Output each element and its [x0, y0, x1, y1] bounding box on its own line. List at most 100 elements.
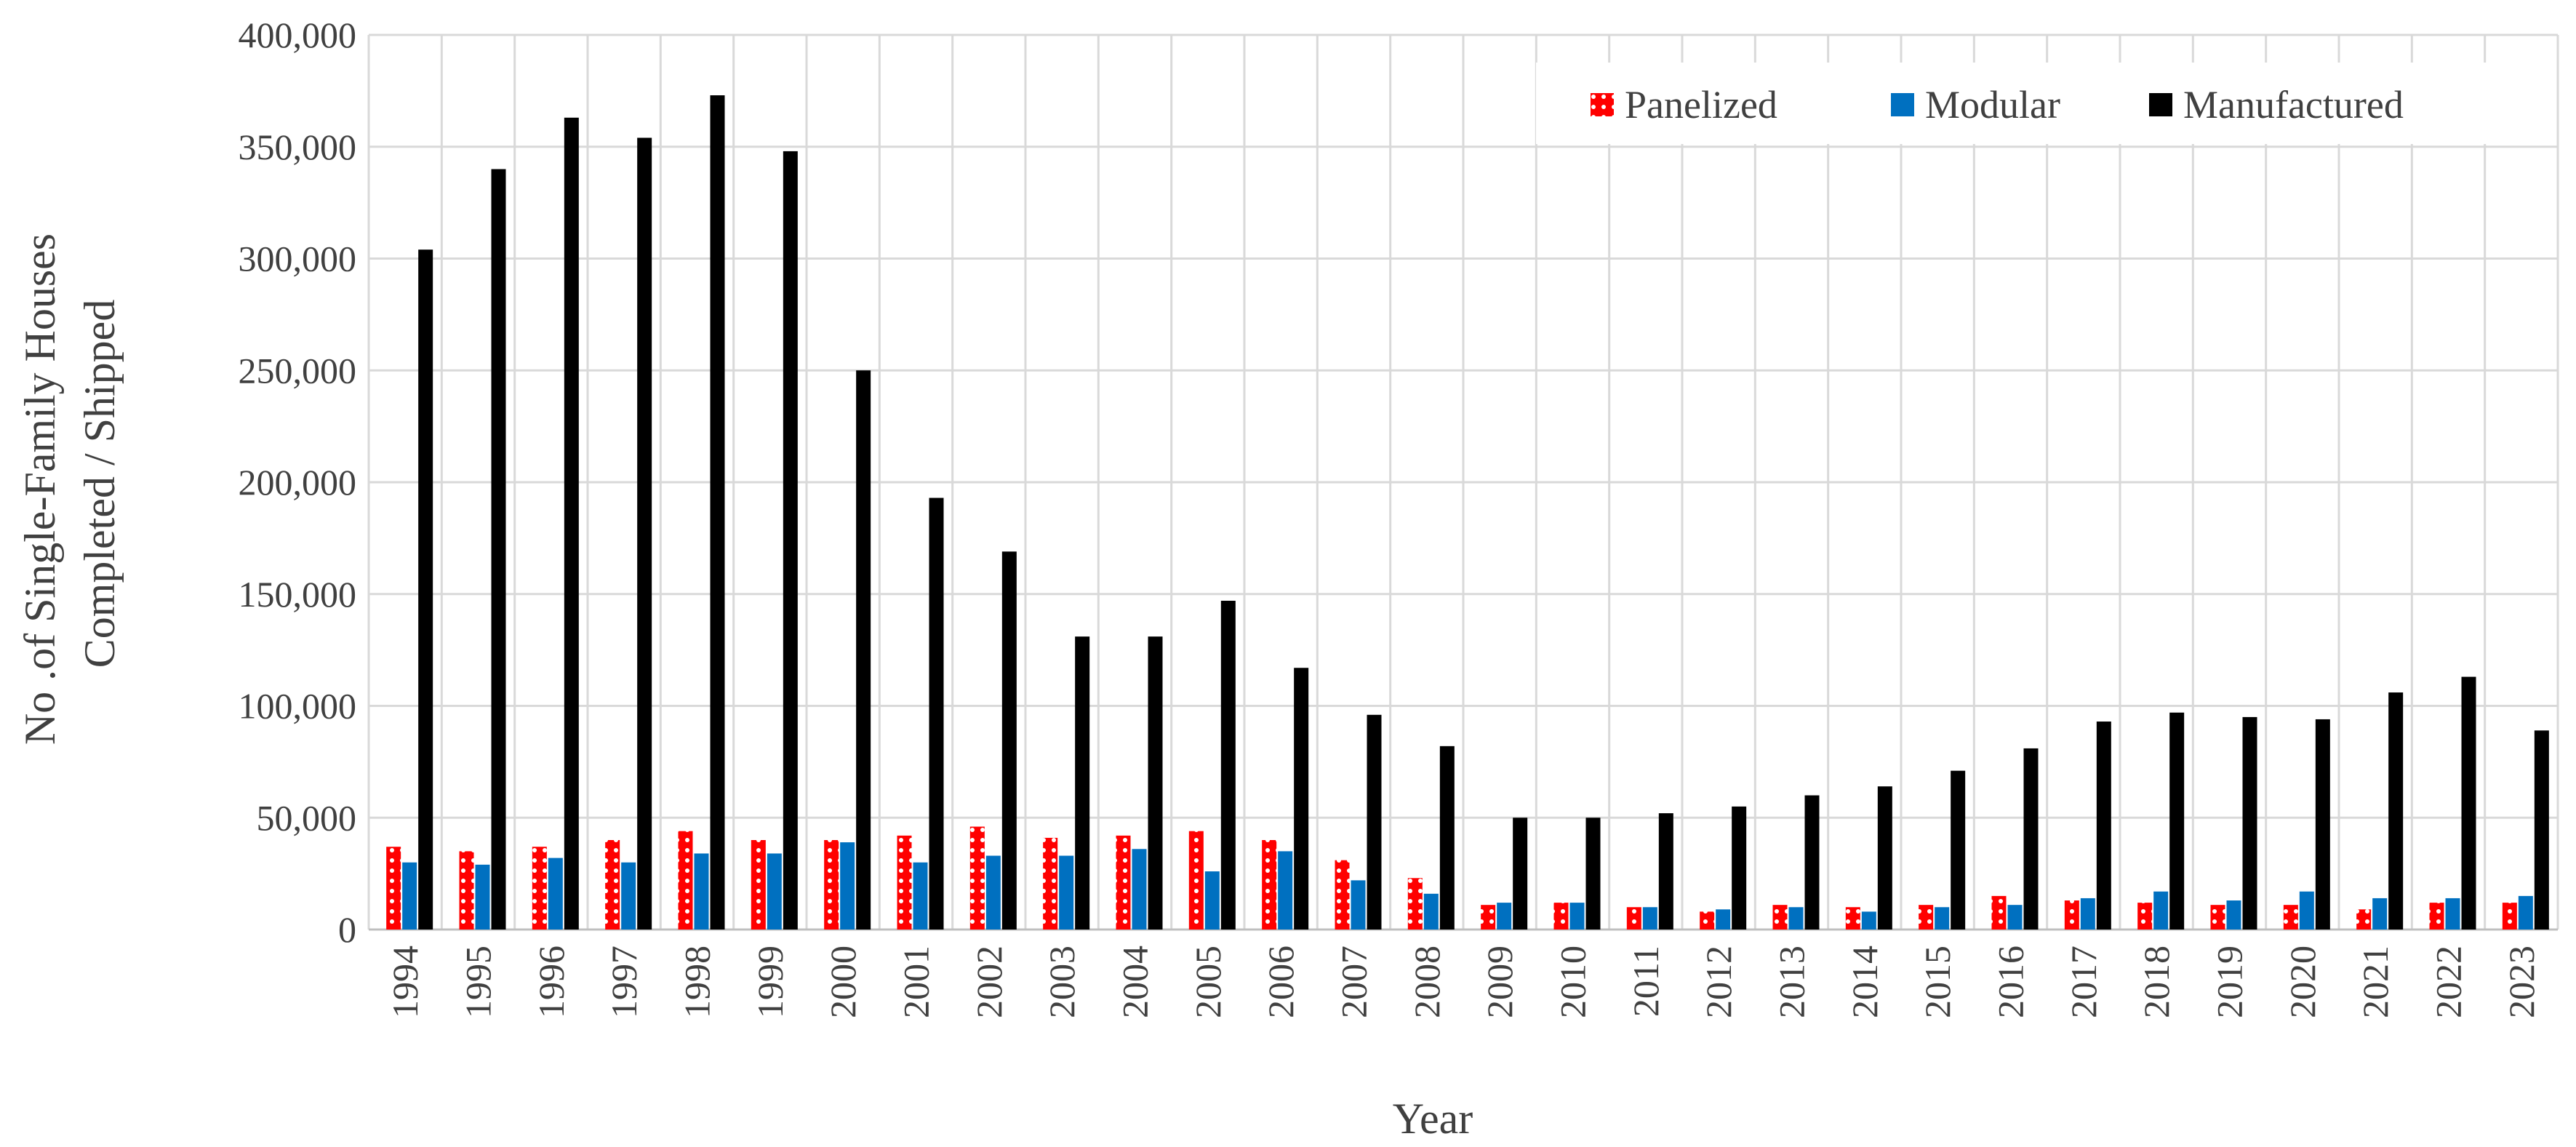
bar-manufactured-1995 — [491, 169, 506, 930]
x-tick-label: 2014 — [1844, 946, 1885, 1018]
x-tick-label: 2012 — [1698, 946, 1739, 1018]
bar-modular-2018 — [2153, 891, 2169, 930]
x-tick-labels: 1994 1995 1996 1997 1998 1999 2000 2001 2002 2003… — [385, 946, 2542, 1018]
bar-modular-2001 — [913, 862, 928, 930]
bar-modular-2006 — [1278, 851, 1293, 930]
x-tick-label: 2010 — [1553, 946, 1593, 1018]
bar-panelized-2014 — [1845, 907, 1860, 930]
bar-manufactured-2012 — [1732, 806, 1747, 930]
bar-manufactured-2020 — [2315, 719, 2330, 930]
x-tick-label: 2001 — [896, 946, 937, 1018]
bar-manufactured-2015 — [1951, 770, 1966, 930]
bar-modular-1999 — [767, 853, 782, 930]
x-tick-label: 1997 — [604, 946, 644, 1018]
y-tick-label: 300,000 — [239, 239, 357, 279]
bar-panelized-1996 — [532, 847, 547, 930]
bar-modular-2021 — [2372, 898, 2388, 930]
legend-swatch-panelized — [1591, 93, 1614, 116]
bar-panelized-2009 — [1481, 905, 1496, 930]
bar-manufactured-2003 — [1075, 636, 1090, 930]
bar-manufactured-2019 — [2242, 716, 2257, 930]
bar-manufactured-1998 — [710, 95, 725, 930]
x-tick-label: 2022 — [2428, 946, 2469, 1018]
bar-panelized-2017 — [2064, 900, 2079, 930]
bar-manufactured-2011 — [1658, 813, 1673, 930]
bar-modular-1994 — [402, 862, 417, 930]
bar-manufactured-2009 — [1513, 818, 1528, 930]
bar-manufactured-1997 — [637, 137, 652, 930]
legend: Panelized Modular Manufactured — [1536, 63, 2518, 144]
x-tick-label: 1999 — [750, 946, 791, 1018]
x-tick-label: 2009 — [1479, 946, 1520, 1018]
y-tick-label: 200,000 — [239, 462, 357, 503]
bar-manufactured-2021 — [2388, 692, 2404, 930]
bar-panelized-1995 — [459, 851, 474, 930]
x-tick-label: 1995 — [458, 946, 499, 1018]
bar-modular-2022 — [2445, 898, 2460, 930]
bar-modular-2007 — [1351, 880, 1366, 930]
x-tick-label: 2013 — [1772, 946, 1812, 1018]
y-tick-label: 50,000 — [257, 797, 357, 838]
x-tick-label: 2003 — [1041, 946, 1082, 1018]
bar-modular-1995 — [475, 864, 490, 930]
bar-panelized-2013 — [1772, 905, 1788, 930]
bar-panelized-2004 — [1116, 835, 1131, 930]
legend-label-panelized: Panelized — [1625, 83, 1777, 127]
bar-manufactured-2013 — [1804, 795, 1820, 930]
bar-manufactured-2007 — [1367, 714, 1382, 930]
legend-box — [1536, 63, 2518, 144]
bar-manufactured-1996 — [564, 117, 579, 930]
bar-modular-2019 — [2226, 900, 2241, 930]
y-tick-label: 150,000 — [239, 574, 357, 615]
bar-panelized-2020 — [2283, 905, 2298, 930]
bar-modular-2012 — [1716, 909, 1731, 930]
y-tick-label: 250,000 — [239, 350, 357, 391]
bar-panelized-2001 — [897, 835, 912, 930]
bar-manufactured-2005 — [1220, 600, 1236, 930]
bar-modular-2014 — [1861, 911, 1876, 930]
bar-manufactured-2006 — [1294, 668, 1309, 930]
y-tick-labels: 0 50,000 100,000 150,000 200,000 250,000 300,0… — [239, 15, 357, 950]
bar-panelized-1994 — [386, 847, 401, 930]
x-tick-label: 2007 — [1334, 946, 1375, 1018]
bar-modular-2002 — [985, 855, 1001, 930]
bar-manufactured-2002 — [1001, 551, 1017, 930]
bar-modular-2023 — [2518, 895, 2533, 930]
x-tick-label: 1994 — [385, 946, 425, 1018]
y-tick-label: 100,000 — [239, 686, 357, 727]
bar-manufactured-2010 — [1585, 818, 1601, 930]
bar-panelized-2002 — [969, 826, 985, 930]
x-tick-label: 2002 — [969, 946, 1009, 1018]
y-axis-title-line-2: Completed / Shipped — [76, 300, 124, 668]
bar-modular-2016 — [2007, 905, 2023, 930]
bar-modular-2009 — [1497, 903, 1512, 930]
bar-panelized-1998 — [678, 831, 693, 930]
bar-panelized-2021 — [2356, 909, 2372, 930]
x-tick-label: 2016 — [1991, 946, 2031, 1018]
bar-panelized-2007 — [1335, 860, 1350, 930]
x-tick-label: 2005 — [1188, 946, 1228, 1018]
bar-modular-2000 — [840, 842, 855, 930]
legend-swatch-manufactured — [2149, 93, 2172, 116]
x-tick-label: 2023 — [2501, 946, 2542, 1018]
x-tick-label: 2015 — [1917, 946, 1958, 1018]
bar-panelized-2008 — [1407, 878, 1423, 930]
bar-modular-2003 — [1059, 855, 1074, 930]
bar-panelized-2018 — [2137, 903, 2153, 930]
bar-manufactured-2000 — [856, 370, 871, 930]
bar-panelized-1997 — [605, 840, 620, 930]
bar-modular-2017 — [2080, 898, 2095, 930]
bar-modular-2011 — [1642, 907, 1657, 930]
bar-manufactured-1999 — [783, 151, 798, 930]
bar-manufactured-2008 — [1439, 746, 1455, 930]
x-tick-label: 1998 — [677, 946, 718, 1018]
y-axis-title: No .of Single-Family Houses Completed / … — [16, 223, 124, 745]
x-tick-label: 2018 — [2136, 946, 2177, 1018]
bar-manufactured-2023 — [2534, 730, 2549, 930]
bar-modular-2008 — [1423, 893, 1439, 930]
x-tick-label: 1996 — [531, 946, 572, 1018]
x-tick-label: 2008 — [1407, 946, 1447, 1018]
bar-panelized-1999 — [751, 840, 766, 930]
bar-manufactured-2014 — [1877, 786, 1892, 930]
